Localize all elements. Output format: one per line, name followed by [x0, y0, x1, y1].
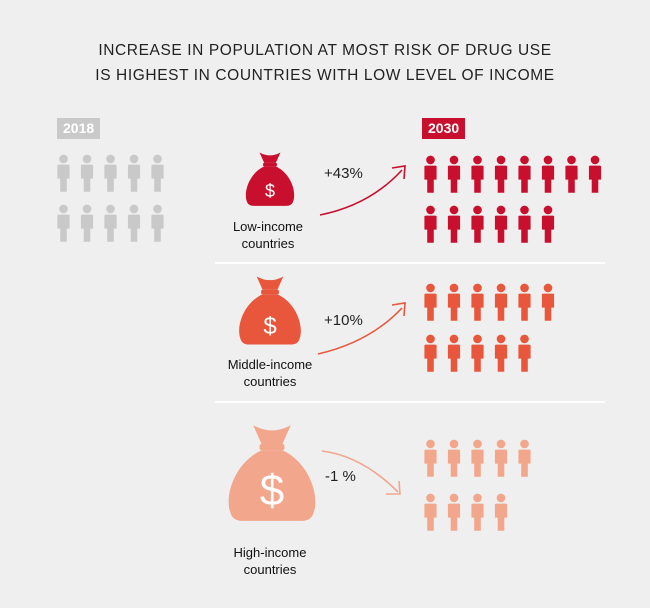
middle-income-person-icon	[424, 283, 437, 321]
people-2030-high-income	[424, 439, 531, 531]
low-income-person-icon	[447, 155, 461, 193]
low-income-person-icon	[471, 205, 484, 243]
middle-income-person-icon	[424, 334, 437, 372]
baseline-person-icon	[151, 154, 164, 192]
baseline-person-icon	[57, 204, 70, 242]
high-income-person-icon	[424, 439, 437, 477]
middle-income-person-icon	[447, 334, 461, 372]
row-separator-2	[215, 401, 605, 403]
people-2018	[57, 154, 164, 242]
year-label-2030: 2030	[422, 118, 466, 139]
middle-income-person-icon	[541, 283, 555, 321]
high-income-person-icon	[494, 493, 508, 531]
baseline-person-icon	[151, 204, 164, 242]
baseline-person-icon	[104, 154, 117, 192]
label-low-income: Low-income countries	[193, 218, 343, 252]
people-2030-low-income	[424, 155, 602, 243]
low-income-person-icon	[588, 155, 602, 193]
label-low-income-line2: countries	[241, 236, 295, 251]
arrow-middle-icon	[317, 302, 406, 355]
row-separator-1	[215, 262, 605, 264]
baseline-person-icon	[104, 204, 117, 242]
baseline-person-icon	[80, 204, 94, 242]
low-income-person-icon	[447, 205, 461, 243]
title-line-2: IS HIGHEST IN COUNTRIES WITH LOW LEVEL O…	[95, 67, 555, 84]
middle-income-person-icon	[518, 283, 531, 321]
low-income-person-icon	[471, 155, 484, 193]
low-income-person-icon	[541, 205, 555, 243]
middle-income-person-icon	[518, 334, 531, 372]
label-middle-income: Middle-income countries	[195, 356, 345, 390]
label-high-income-line2: countries	[243, 562, 297, 577]
label-low-income-line1: Low-income	[232, 219, 304, 234]
middle-income-person-icon	[447, 283, 461, 321]
baseline-person-icon	[57, 154, 70, 192]
currency-symbol-low: $	[265, 181, 275, 201]
arrow-low-icon	[319, 165, 406, 216]
low-income-person-icon	[494, 205, 508, 243]
change-middle-income: +10%	[324, 312, 363, 329]
label-middle-income-line1: Middle-income	[227, 357, 313, 372]
high-income-person-icon	[518, 439, 531, 477]
arrow-high-icon	[321, 450, 401, 495]
low-income-person-icon	[518, 155, 531, 193]
change-high-income: -1 %	[325, 468, 356, 485]
label-high-income: High-income countries	[195, 544, 345, 578]
baseline-person-icon	[127, 154, 141, 192]
baseline-person-icon	[80, 154, 94, 192]
middle-income-person-icon	[471, 283, 484, 321]
currency-symbol-high: $	[260, 466, 284, 515]
people-2030-middle-income	[424, 283, 555, 372]
middle-income-person-icon	[494, 334, 508, 372]
high-income-person-icon	[471, 493, 484, 531]
low-income-person-icon	[565, 155, 578, 193]
high-income-person-icon	[447, 439, 461, 477]
high-income-person-icon	[447, 493, 461, 531]
currency-symbol-middle: $	[263, 313, 276, 340]
high-income-person-icon	[424, 493, 437, 531]
low-income-person-icon	[424, 205, 437, 243]
change-low-income: +43%	[324, 165, 363, 182]
title-line-1: INCREASE IN POPULATION AT MOST RISK OF D…	[98, 42, 552, 59]
low-income-person-icon	[424, 155, 437, 193]
label-middle-income-line2: countries	[243, 374, 297, 389]
year-label-2018: 2018	[57, 118, 101, 139]
low-income-person-icon	[518, 205, 531, 243]
low-income-person-icon	[565, 205, 569, 243]
middle-income-person-icon	[494, 283, 508, 321]
low-income-person-icon	[494, 155, 508, 193]
low-income-person-icon	[541, 155, 555, 193]
high-income-person-icon	[471, 439, 484, 477]
high-income-person-icon	[518, 493, 531, 531]
high-income-person-icon	[494, 439, 508, 477]
middle-income-person-icon	[471, 334, 484, 372]
label-high-income-line1: High-income	[233, 545, 307, 560]
baseline-person-icon	[127, 204, 141, 242]
